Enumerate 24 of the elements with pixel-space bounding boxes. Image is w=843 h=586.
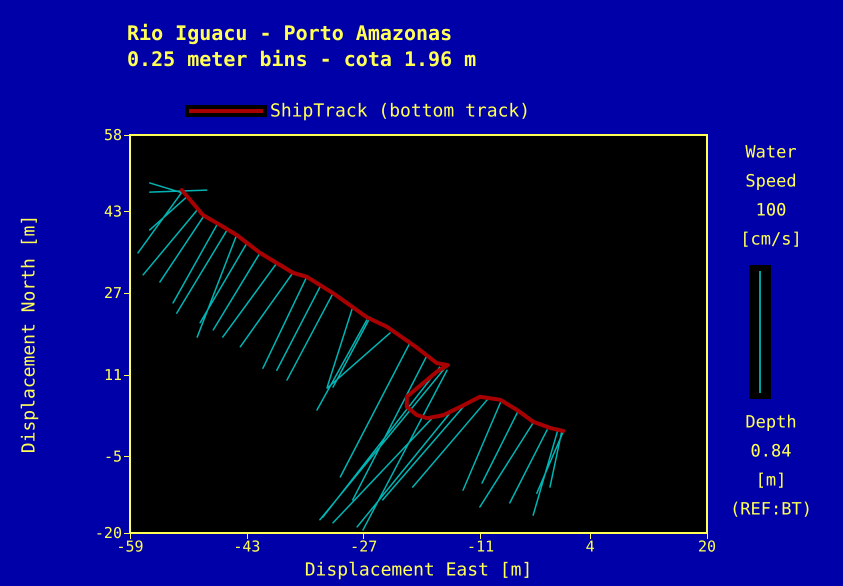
x-tick-label: 20: [698, 538, 716, 556]
x-axis-title: Displacement East [m]: [304, 560, 532, 580]
line-series: [180, 188, 566, 433]
chart-title: Rio Iguacu - Porto Amazonas: [127, 21, 452, 45]
text: [m]: [756, 470, 786, 490]
x-tick-label: -43: [233, 538, 260, 556]
y-tick-label: 11: [104, 366, 122, 384]
legend-label: ShipTrack (bottom track): [270, 100, 530, 122]
y-axis-title: Displacement North [m]: [18, 214, 40, 454]
text: (REF:BT): [730, 500, 812, 520]
y-tick-label: 58: [104, 126, 122, 144]
text: Speed: [745, 172, 797, 192]
y-tick-label: 43: [104, 202, 122, 221]
y-tick-label: 27: [104, 284, 122, 302]
x-tick-label: -27: [350, 538, 378, 556]
text: Water: [745, 142, 797, 162]
text: [cm/s]: [740, 230, 802, 250]
x-tick-label: -11: [467, 538, 494, 556]
chart-subtitle: 0.25 meter bins - cota 1.96 m: [127, 47, 476, 71]
text: 100: [756, 200, 786, 220]
text: Depth: [745, 412, 797, 432]
y-tick-label: -5: [104, 447, 122, 466]
text: 0.84: [750, 442, 792, 462]
x-tick-label: 4: [586, 538, 595, 556]
